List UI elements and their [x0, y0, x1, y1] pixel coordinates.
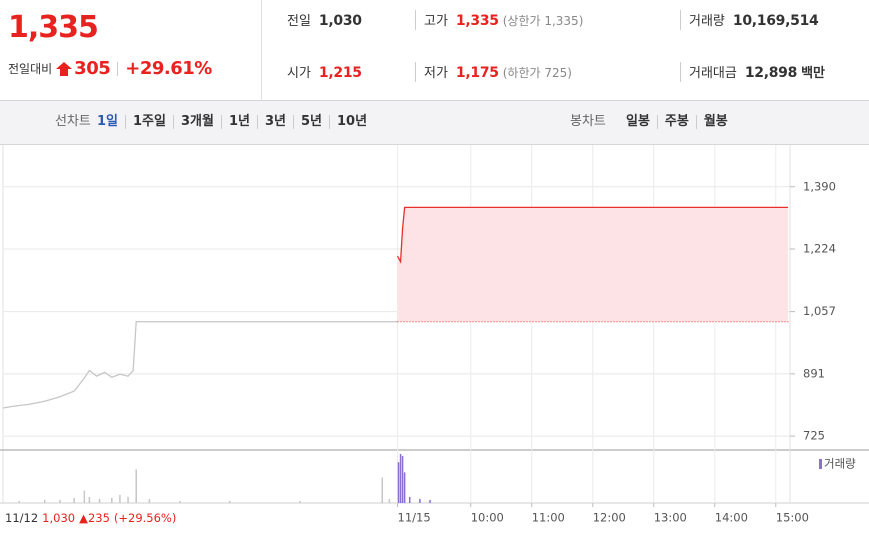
volume-bar — [43, 499, 46, 503]
stat-value: 1,175 — [455, 65, 499, 81]
up-icon — [56, 61, 73, 76]
x-tick-label: 10:00 — [471, 511, 504, 525]
stat-value: 12,898 — [744, 65, 798, 81]
legend-label: 거래량 — [824, 457, 856, 471]
y-tick-label: 1,057 — [803, 304, 836, 318]
stat-label: 고가 — [424, 14, 448, 29]
volume-bar — [397, 462, 400, 503]
day-rate: (+29.56%) — [114, 511, 176, 525]
candle-label: 봉차트 — [570, 114, 606, 129]
candle-tab[interactable]: 주봉 — [656, 115, 696, 129]
x-tick-label: 15:00 — [776, 511, 809, 525]
volume-bar — [401, 456, 404, 503]
price-line — [396, 206, 788, 265]
line-label: 선차트 — [55, 114, 91, 129]
volume-bar — [388, 498, 391, 503]
current-price: 1,335 — [8, 10, 99, 45]
x-tick-label: 12:00 — [593, 511, 626, 525]
stat-note: (상한가 1,335) — [502, 14, 584, 28]
candle-tabs: 일봉 주봉 월봉 — [619, 115, 735, 129]
line-tab[interactable]: 5년 — [292, 115, 329, 129]
stat-label: 전일 — [287, 14, 311, 29]
day-change: ▲235 — [79, 511, 110, 525]
volume-bar — [429, 499, 431, 503]
day-label: 11/12 1,030 ▲235 (+29.56%) — [5, 511, 176, 525]
volume-bar — [88, 496, 91, 503]
stat: 저가 1,175 (하한가 725) — [415, 62, 572, 82]
line-tab[interactable]: 1년 — [220, 115, 257, 129]
volume-bar — [59, 499, 61, 503]
y-tick-label: 725 — [803, 429, 825, 443]
stat: 거래량 10,169,514 — [680, 10, 819, 30]
volume-bar — [127, 496, 129, 503]
stat: 고가 1,335 (상한가 1,335) — [415, 10, 583, 30]
stat-label: 시가 — [287, 66, 311, 81]
volume-bar — [399, 454, 402, 503]
change-label: 전일대비 — [8, 62, 53, 76]
volume-bar — [18, 500, 21, 503]
line-tab[interactable]: 1일 — [97, 114, 119, 129]
chart: 1,390 1,224 1,057 891 725 11/15 10:00 11:00 12:0… — [0, 145, 869, 525]
volume-bar — [73, 497, 75, 503]
stat: 시가 1,215 — [287, 62, 362, 82]
volume-bar — [119, 494, 121, 503]
stat: 거래대금 12,898 백만 — [680, 62, 825, 82]
price-line — [2, 321, 398, 409]
line-tab[interactable]: 3년 — [256, 115, 293, 129]
x-tick-label: 11/15 — [398, 511, 431, 525]
line-tab[interactable]: 3개월 — [172, 115, 221, 129]
candle-tab[interactable]: 일봉 — [626, 114, 650, 129]
volume-bar — [98, 498, 101, 503]
volume-bar — [408, 496, 411, 503]
change-row: 전일대비 305 +29.61% — [8, 58, 212, 79]
legend-swatch — [819, 459, 822, 469]
volume-bar — [299, 500, 301, 503]
stat-value: 1,215 — [318, 65, 362, 81]
stat-value: 10,169,514 — [732, 13, 819, 29]
line-tab[interactable]: 10년 — [329, 115, 374, 129]
y-tick-label: 891 — [803, 366, 825, 380]
volume-bar — [148, 498, 151, 503]
stat-note: (하한가 725) — [502, 66, 572, 80]
candle-tab[interactable]: 월봉 — [695, 115, 735, 129]
stat-label: 거래대금 — [689, 66, 737, 81]
volume-bar — [135, 469, 137, 503]
stat: 전일 1,030 — [287, 10, 362, 30]
price-box: 1,335 전일대비 305 +29.61% — [0, 0, 262, 100]
volume-bar — [111, 497, 113, 503]
x-tick-label: 14:00 — [715, 511, 748, 525]
stat-value: 1,030 — [318, 13, 362, 29]
stat-unit: 백만 — [801, 66, 825, 81]
x-tick-label: 11:00 — [532, 511, 565, 525]
day-date: 11/12 — [5, 511, 38, 525]
volume-bar — [179, 500, 181, 503]
volume-bar — [403, 472, 406, 503]
stat-label: 저가 — [424, 66, 448, 81]
line-tabs: 1일 1주일 3개월 1년 3년 5년 10년 — [90, 115, 374, 129]
volume-bar — [228, 500, 231, 503]
y-tick-label: 1,390 — [803, 179, 836, 193]
change-rate: +29.61% — [125, 58, 212, 79]
volume-bar — [83, 490, 86, 503]
area-fill — [397, 207, 788, 322]
volume-bar — [419, 498, 421, 503]
x-tick-label: 13:00 — [654, 511, 687, 525]
day-close: 1,030 — [42, 511, 75, 525]
tab-bar: 선차트 1일 1주일 3개월 1년 3년 5년 10년 봉차트 일봉 주봉 월봉 — [0, 100, 869, 145]
stat-value: 1,335 — [455, 13, 499, 29]
line-tab[interactable]: 1주일 — [125, 115, 173, 129]
change-value: 305 — [74, 58, 111, 79]
stat-label: 거래량 — [689, 14, 725, 29]
volume-bar — [381, 477, 384, 503]
y-tick-label: 1,224 — [803, 242, 836, 256]
